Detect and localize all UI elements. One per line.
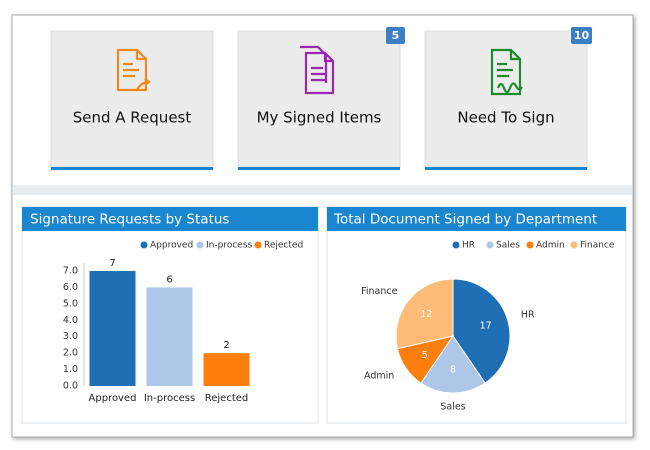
slice-label: Sales — [440, 402, 465, 413]
legend-marker — [486, 241, 494, 249]
data-label: 7 — [109, 258, 115, 269]
y-tick-label: 1.0 — [63, 364, 78, 375]
slice-label: HR — [521, 310, 535, 321]
x-tick-label: In-process — [144, 393, 195, 404]
legend-marker — [140, 241, 148, 249]
tile-bg — [50, 30, 214, 169]
legend-label: Rejected — [264, 241, 303, 251]
y-tick-label: 4.0 — [63, 315, 78, 326]
legend-label: HR — [462, 241, 475, 251]
legend-marker — [254, 241, 262, 249]
chart-title: Total Document Signed by Department — [333, 212, 597, 228]
legend-marker — [196, 241, 204, 249]
tile-label: Need To Sign — [457, 109, 554, 127]
y-tick-label: 6.0 — [63, 282, 78, 293]
legend-label: Approved — [150, 241, 193, 251]
pie-slice — [452, 278, 511, 384]
legend-marker — [570, 241, 578, 249]
signed-icon — [300, 45, 335, 95]
data-label: 2 — [223, 340, 229, 351]
y-tick-label: 3.0 — [63, 331, 78, 342]
tile-label: My Signed Items — [257, 109, 382, 127]
y-tick-label: 0.0 — [63, 381, 78, 392]
x-tick-label: Rejected — [205, 393, 249, 404]
tile-bg — [424, 30, 588, 169]
tile[interactable]: 10 Need To Sign — [424, 27, 592, 170]
bar — [89, 271, 136, 386]
chart-title: Signature Requests by Status — [30, 212, 229, 228]
slice-value: 12 — [420, 309, 432, 320]
badge — [386, 27, 405, 44]
x-tick-label: Approved — [89, 393, 137, 404]
legend-label: In-process — [206, 241, 253, 251]
legend-marker — [526, 241, 534, 249]
slice-label: Admin — [364, 370, 394, 381]
sign-icon — [490, 48, 523, 96]
bar — [146, 287, 193, 386]
pie-slice — [395, 278, 454, 350]
badge-count: 5 — [392, 29, 400, 42]
tile-bg — [237, 30, 401, 169]
tile-label: Send A Request — [73, 109, 192, 127]
legend-label: Sales — [496, 241, 520, 251]
data-label: 6 — [166, 274, 172, 285]
tile[interactable]: Send A Request — [50, 30, 214, 170]
tile-underline — [238, 167, 400, 170]
tile-underline — [51, 167, 213, 170]
legend-label: Admin — [536, 241, 565, 251]
badge-count: 10 — [574, 29, 590, 42]
slice-value: 8 — [450, 365, 456, 376]
slice-value: 17 — [480, 320, 492, 331]
slice-label: Finance — [361, 286, 397, 297]
legend-label: Finance — [580, 241, 615, 251]
y-tick-label: 5.0 — [63, 298, 78, 309]
y-tick-label: 7.0 — [63, 266, 78, 277]
tile[interactable]: 5 My Signed Items — [237, 27, 405, 170]
divider — [13, 185, 632, 195]
bar — [203, 353, 250, 386]
badge — [571, 27, 592, 44]
panel-header — [327, 207, 626, 231]
slice-value: 5 — [422, 350, 428, 361]
legend-marker — [452, 241, 460, 249]
y-tick-label: 2.0 — [63, 348, 78, 359]
pie-slice — [420, 335, 486, 394]
panel-header — [22, 207, 318, 231]
tile-underline — [425, 167, 587, 170]
send-icon — [116, 48, 151, 92]
